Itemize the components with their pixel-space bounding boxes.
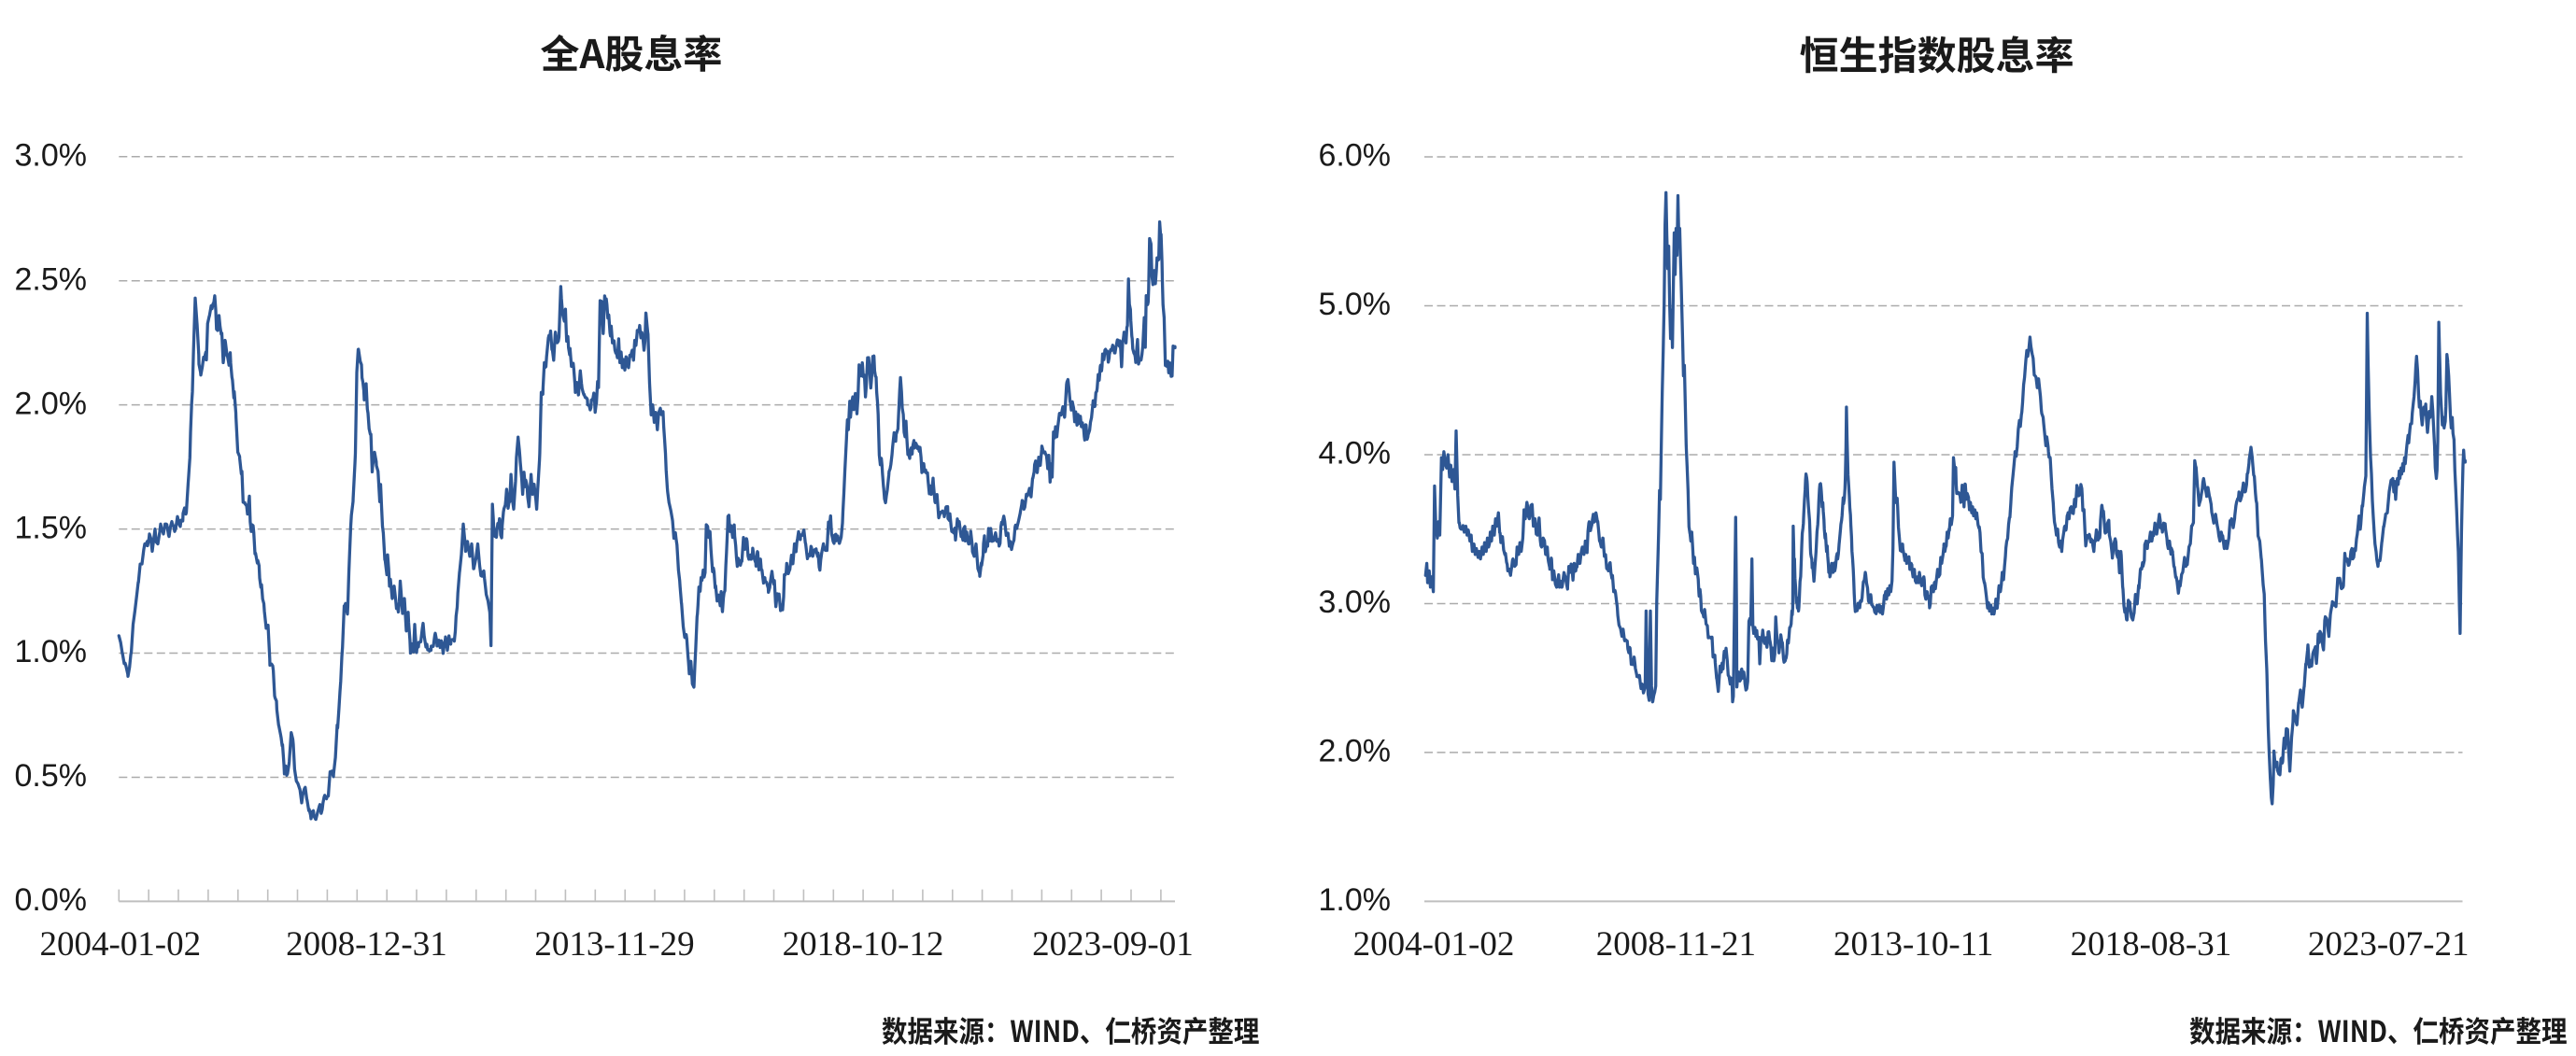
svg-text:5.0%: 5.0% <box>1319 287 1392 322</box>
svg-text:2.5%: 2.5% <box>15 261 88 297</box>
svg-text:2023-07-21: 2023-07-21 <box>2308 925 2470 964</box>
svg-text:2013-10-11: 2013-10-11 <box>1833 925 1993 964</box>
svg-text:1.0%: 1.0% <box>1319 882 1392 918</box>
svg-text:6.0%: 6.0% <box>1319 138 1392 174</box>
svg-text:2004-01-02: 2004-01-02 <box>1353 925 1515 964</box>
svg-text:2004-01-02: 2004-01-02 <box>39 925 201 964</box>
svg-text:2013-11-29: 2013-11-29 <box>534 925 694 964</box>
svg-text:2.0%: 2.0% <box>1319 734 1392 769</box>
svg-text:2018-08-31: 2018-08-31 <box>2071 925 2232 964</box>
svg-text:1.0%: 1.0% <box>15 634 88 669</box>
svg-text:2008-12-31: 2008-12-31 <box>286 925 447 964</box>
svg-text:2018-10-12: 2018-10-12 <box>783 925 944 964</box>
svg-text:1.5%: 1.5% <box>15 510 88 545</box>
svg-text:0.5%: 0.5% <box>15 758 88 794</box>
svg-text:2.0%: 2.0% <box>15 386 88 421</box>
svg-text:3.0%: 3.0% <box>1319 584 1392 620</box>
svg-text:4.0%: 4.0% <box>1319 436 1392 472</box>
svg-text:0.0%: 0.0% <box>15 882 88 918</box>
svg-text:3.0%: 3.0% <box>15 138 88 174</box>
svg-text:2023-09-01: 2023-09-01 <box>1032 925 1194 964</box>
svg-text:2008-11-21: 2008-11-21 <box>1596 925 1756 964</box>
